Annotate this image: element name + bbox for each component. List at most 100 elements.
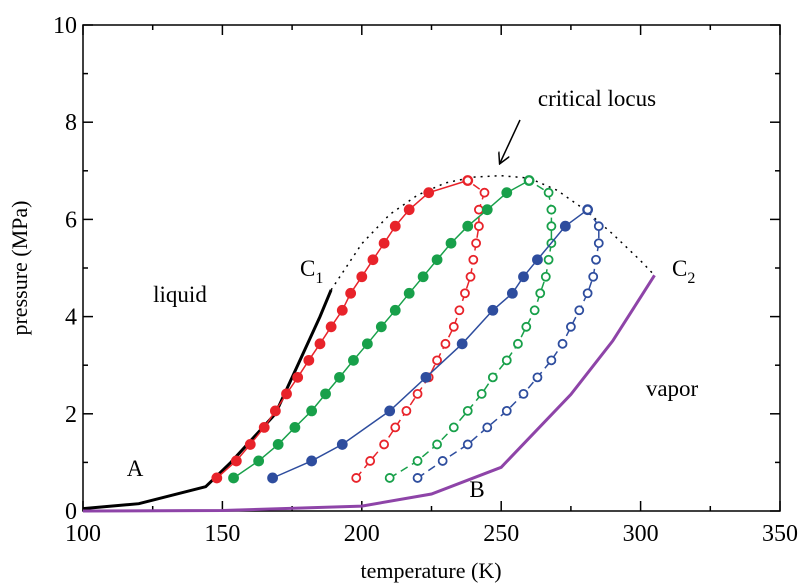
data-point: [423, 187, 435, 199]
data-point: [361, 338, 373, 350]
data-point: [412, 388, 423, 399]
x-axis-title: temperature (K): [360, 558, 501, 583]
data-point: [267, 472, 278, 484]
data-point: [454, 305, 465, 316]
data-point: [289, 422, 301, 433]
y-tick-label: 4: [65, 305, 77, 331]
x-tick-label: 350: [762, 521, 798, 547]
annotation-text: liquid: [153, 282, 207, 307]
data-point: [593, 221, 604, 232]
x-tick-label: 150: [204, 521, 240, 547]
data-point: [417, 271, 429, 283]
annotation: B: [469, 477, 484, 502]
data-point: [462, 220, 474, 232]
data-point: [582, 204, 593, 215]
data-point: [228, 472, 239, 484]
x-tick-label: 250: [483, 521, 519, 547]
series-line: [82, 289, 333, 511]
annotation: vapor: [646, 376, 699, 401]
annotation: critical locus: [538, 86, 656, 111]
data-point: [521, 321, 532, 332]
data-point: [462, 405, 473, 416]
annotation: liquid: [153, 282, 207, 307]
data-point: [582, 288, 593, 299]
data-point: [501, 405, 512, 416]
data-point: [465, 271, 476, 282]
data-point: [420, 371, 432, 383]
data-point: [591, 254, 601, 265]
y-tick-label: 8: [65, 110, 77, 136]
data-point: [448, 321, 459, 332]
data-point: [389, 304, 401, 316]
data-point: [574, 305, 585, 316]
data-point: [473, 204, 484, 215]
data-point: [269, 405, 281, 417]
y-tick-label: 6: [65, 207, 77, 233]
data-point: [487, 304, 499, 316]
series-line: [272, 209, 589, 479]
data-point: [506, 287, 518, 299]
data-point: [543, 187, 554, 198]
data-point: [529, 305, 540, 316]
data-point: [292, 371, 304, 383]
data-point: [487, 372, 498, 383]
data-point: [253, 455, 265, 467]
x-tick-label: 200: [344, 521, 380, 547]
annotation: C1: [300, 256, 323, 287]
data-point: [384, 473, 395, 483]
data-point: [543, 254, 554, 265]
data-point: [336, 439, 348, 450]
annotation: C2: [672, 256, 695, 287]
data-point: [546, 204, 557, 215]
data-point: [390, 422, 401, 433]
data-point: [244, 439, 256, 450]
data-point: [532, 254, 543, 266]
annotation-text: vapor: [646, 376, 699, 401]
data-point: [281, 388, 292, 400]
data-point: [325, 321, 337, 333]
x-tick-label: 300: [623, 521, 659, 547]
data-point: [412, 473, 423, 483]
data-point: [375, 321, 387, 333]
data-point: [403, 204, 415, 216]
data-point: [546, 355, 557, 366]
y-tick-label: 0: [65, 499, 77, 525]
data-point: [557, 338, 568, 349]
series-line: [82, 274, 656, 513]
data-point: [460, 288, 470, 299]
data-point: [437, 456, 448, 466]
data-point: [559, 220, 571, 232]
data-point: [518, 271, 529, 283]
series-line: [216, 179, 468, 479]
data-point: [431, 254, 443, 266]
data-point: [462, 439, 473, 450]
data-point: [432, 355, 442, 366]
data-point: [258, 422, 270, 433]
annotation-text: critical locus: [538, 86, 656, 111]
data-point: [334, 371, 345, 383]
data-point: [412, 456, 423, 466]
x-tick-label: 100: [65, 521, 101, 547]
data-point: [524, 175, 534, 186]
data-point: [303, 354, 315, 366]
data-point: [389, 220, 401, 232]
data-point: [482, 422, 493, 433]
data-point: [456, 338, 468, 350]
data-point: [365, 456, 376, 466]
data-point: [211, 472, 223, 484]
data-point: [403, 287, 415, 299]
data-point: [476, 388, 487, 399]
data-point: [306, 455, 318, 467]
data-point: [588, 271, 599, 282]
data-point: [546, 221, 557, 232]
annotation-subscript: 1: [315, 270, 323, 287]
data-point: [356, 271, 368, 283]
data-point: [379, 439, 390, 450]
data-point: [432, 439, 442, 450]
annotation-text: A: [127, 456, 144, 481]
arrow: [500, 119, 521, 163]
data-point: [384, 405, 396, 417]
data-point: [462, 175, 473, 186]
annotation-text: C: [672, 256, 687, 281]
